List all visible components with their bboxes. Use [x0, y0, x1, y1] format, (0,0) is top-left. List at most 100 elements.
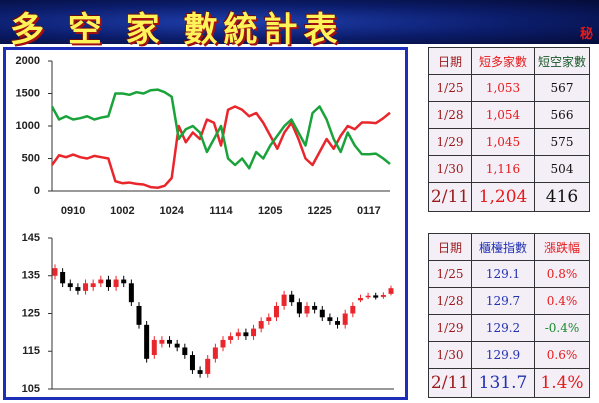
candle-body: [220, 339, 226, 348]
candle-body: [289, 294, 295, 303]
candle-body: [350, 305, 356, 314]
candle-body: [83, 283, 89, 291]
table-cell: 2/11: [428, 182, 472, 212]
candle-body: [327, 317, 333, 322]
table-row: 1/30 1,116 504: [428, 155, 590, 183]
y-tick-label: 145: [22, 232, 40, 244]
table-cell: 櫃檯指數: [471, 233, 535, 261]
table-cell: 短空家數: [534, 47, 590, 75]
x-tick-label: 1002: [110, 205, 134, 217]
table-cell: 1/25: [428, 260, 472, 288]
table-cell: 1/28: [428, 287, 472, 315]
candle-body: [335, 321, 341, 325]
table-cell: 1/30: [428, 155, 472, 183]
banner-title: 多 空 家 數統計表: [10, 10, 344, 50]
line-series: [50, 88, 391, 170]
candle-body: [312, 305, 318, 310]
table-row: 2/11 131.7 1.4%: [428, 368, 590, 398]
table-row: 日期 櫃檯指數 漲跌幅: [428, 233, 590, 261]
candle-body: [174, 343, 180, 348]
candle-body: [205, 358, 211, 374]
candle-body: [388, 288, 394, 294]
candle-body: [75, 287, 81, 291]
table-row: 1/28 1,054 566: [428, 101, 590, 129]
table-cell: 1.4%: [534, 368, 590, 398]
table-cell: 416: [534, 182, 590, 212]
table-cell: 131.7: [471, 368, 535, 398]
candle-body: [52, 268, 58, 276]
table-cell: 129.1: [471, 260, 535, 288]
candle-body: [228, 336, 234, 340]
table-cell: 1/25: [428, 74, 472, 102]
candle-body: [235, 332, 241, 337]
table-row: 1/25 129.1 0.8%: [428, 260, 590, 288]
table-cell: 1,204: [471, 182, 535, 212]
candle-body: [105, 279, 111, 288]
y-tick-label: 125: [22, 307, 40, 319]
y-tick-label: 115: [22, 345, 40, 357]
x-tick-label: 0910: [61, 205, 85, 217]
table-cell: 504: [534, 155, 590, 183]
candle-body: [98, 279, 104, 284]
table-cell: 1/30: [428, 341, 472, 369]
table-cell: 2/11: [428, 368, 472, 398]
y-tick-label: 1500: [16, 87, 40, 99]
candle-body: [121, 279, 127, 284]
candle-body: [113, 279, 119, 288]
table-row: 1/29 129.2 -0.4%: [428, 314, 590, 342]
index-table: 日期 櫃檯指數 漲跌幅 1/25 129.1 0.8% 1/28 129.7 0.4% 1/29 1…: [428, 233, 590, 398]
table-row: 1/28 129.7 0.4%: [428, 287, 590, 315]
candle-body: [167, 339, 173, 344]
candle-body: [281, 294, 287, 306]
candle-body: [273, 305, 279, 318]
candle-body: [373, 295, 379, 298]
candle-body: [319, 309, 325, 318]
candle-body: [380, 295, 386, 297]
breadth-table: 日期 短多家數 短空家數 1/25 1,053 567 1/28 1,054 566 1/29 1,…: [428, 47, 590, 212]
table-cell: 0.4%: [534, 287, 590, 315]
table-cell: 日期: [428, 233, 472, 261]
table-row: 日期 短多家數 短空家數: [428, 47, 590, 75]
table-cell: 1,053: [471, 74, 535, 102]
table-cell: 129.2: [471, 314, 535, 342]
candle-body: [159, 339, 165, 344]
table-cell: 129.9: [471, 341, 535, 369]
candle-body: [296, 302, 302, 314]
candle-body: [151, 339, 157, 356]
table-cell: 1,054: [471, 101, 535, 129]
table-cell: 日期: [428, 47, 472, 75]
table-cell: 575: [534, 128, 590, 156]
candle-body: [182, 347, 188, 356]
candle-body: [266, 317, 272, 322]
y-tick-label: 105: [22, 383, 40, 395]
table-cell: -0.4%: [534, 314, 590, 342]
candle-body: [144, 324, 150, 359]
y-tick-label: 500: [22, 152, 40, 164]
table-cell: 0.6%: [534, 341, 590, 369]
candle-body: [251, 328, 257, 337]
candle-body: [342, 313, 348, 325]
candle-body: [357, 298, 363, 301]
chart-panel: [3, 47, 408, 400]
candle-body: [212, 347, 218, 359]
x-tick-label: 0117: [357, 205, 381, 217]
y-tick-label: 0: [34, 185, 40, 197]
table-cell: 1/29: [428, 128, 472, 156]
candle-body: [67, 283, 73, 288]
table-cell: 0.8%: [534, 260, 590, 288]
banner: 多 空 家 數統計表 秘: [0, 0, 599, 50]
x-tick-label: 1205: [258, 205, 282, 217]
table-row: 2/11 1,204 416: [428, 182, 590, 212]
table-cell: 129.7: [471, 287, 535, 315]
x-tick-label: 1024: [159, 205, 184, 217]
banner-stamp: 秘: [579, 27, 593, 42]
candle-body: [243, 332, 249, 337]
candle-body: [365, 295, 371, 298]
table-cell: 漲跌幅: [534, 233, 590, 261]
candle-body: [60, 271, 66, 284]
candle-body: [258, 321, 264, 329]
x-tick-label: 1225: [307, 205, 331, 217]
candle-body: [197, 370, 203, 374]
